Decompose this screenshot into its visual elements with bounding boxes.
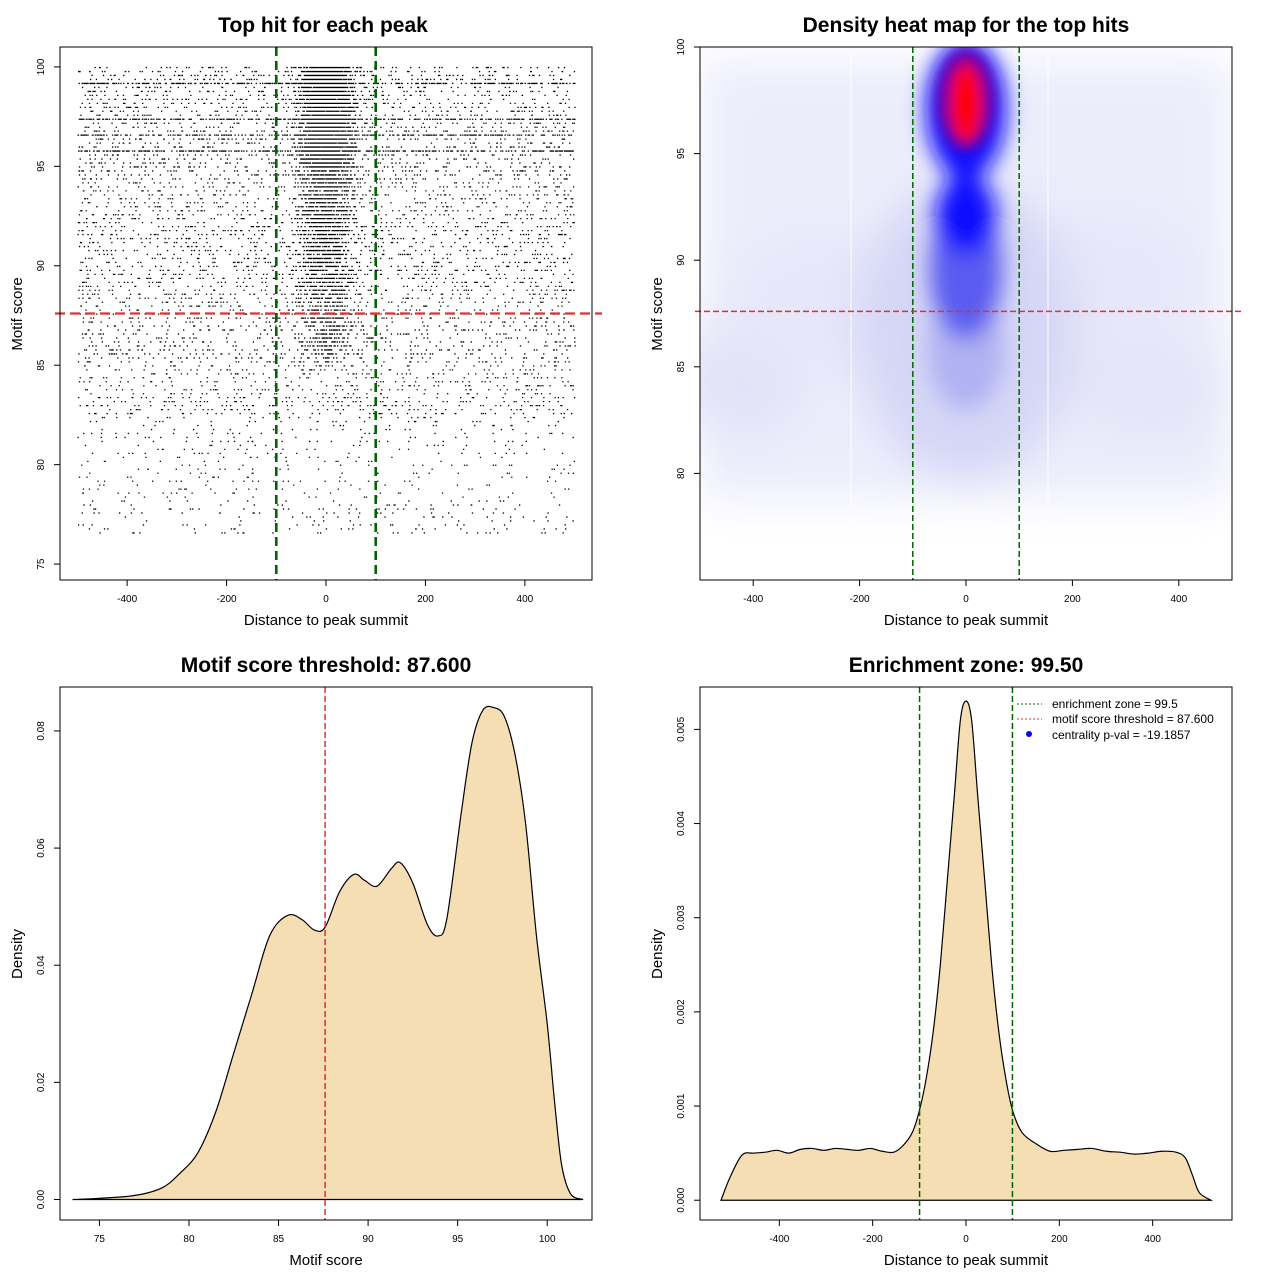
y-tick-label: 0.02 xyxy=(36,1072,47,1092)
panel4-reference-lines xyxy=(918,687,1014,1220)
panel3-ylabel: Density xyxy=(9,928,26,979)
x-tick-label: 95 xyxy=(452,1234,464,1245)
x-tick-label: 400 xyxy=(1144,1234,1161,1245)
y-tick-label: 0.004 xyxy=(676,811,687,836)
panel2-reference-lines xyxy=(695,47,1242,580)
y-tick-label: 85 xyxy=(676,361,687,373)
x-tick-label: 200 xyxy=(417,594,434,605)
scatter-point-cloud xyxy=(77,66,576,534)
panel2-axes: -400 -200 0 200 400 80 85 90 95 100 xyxy=(676,38,1188,605)
panel3-xlabel: Motif score xyxy=(289,1252,362,1269)
panel1-axes: -400 -200 0 200 400 75 80 85 90 95 100 xyxy=(36,58,534,605)
x-tick-label: -200 xyxy=(863,1234,883,1245)
panel1-ylabel: Motif score xyxy=(9,277,26,350)
panel1-xlabel: Distance to peak summit xyxy=(244,612,409,629)
panel-score-density: Motif score threshold: 87.600 75 80 85 90 95… xyxy=(9,654,593,1269)
scatter-points xyxy=(77,66,576,534)
x-tick-label: 200 xyxy=(1064,594,1081,605)
y-tick-label: 75 xyxy=(36,558,47,570)
y-tick-label: 0.08 xyxy=(36,721,47,741)
panel4-xlabel: Distance to peak summit xyxy=(884,1252,1049,1269)
x-tick-label: 100 xyxy=(539,1234,556,1245)
x-tick-label: 90 xyxy=(363,1234,375,1245)
panel-distance-density: Enrichment zone: 99.50 -400 -200 0 200 400 0.… xyxy=(649,654,1233,1269)
x-tick-label: 400 xyxy=(517,594,534,605)
y-tick-label: 0.04 xyxy=(36,955,47,975)
panel3-axes: 75 80 85 90 95 100 0.00 0.02 0.04 0.06 0.08 xyxy=(36,721,556,1245)
x-tick-label: 80 xyxy=(183,1234,195,1245)
panel4-ylabel: Density xyxy=(649,928,666,979)
x-tick-label: 85 xyxy=(273,1234,285,1245)
x-tick-label: -400 xyxy=(117,594,137,605)
score-density-area xyxy=(72,705,584,1201)
y-tick-label: 0.000 xyxy=(676,1187,687,1212)
y-tick-label: 100 xyxy=(36,58,47,75)
panel2-title: Density heat map for the top hits xyxy=(803,14,1130,37)
y-tick-label: 0.003 xyxy=(676,905,687,930)
panel4-axes: -400 -200 0 200 400 0.000 0.001 0.002 0.003 0.004… xyxy=(676,716,1161,1245)
y-tick-label: 90 xyxy=(676,254,687,266)
legend-pval-label: centrality p-val = -19.1857 xyxy=(1052,728,1191,742)
x-tick-label: -200 xyxy=(217,594,237,605)
panel-heatmap: Density heat map for the top hits xyxy=(649,14,1242,629)
panel2-ylabel: Motif score xyxy=(649,277,666,350)
panel1-reference-lines xyxy=(55,47,602,580)
x-tick-label: 400 xyxy=(1170,594,1187,605)
x-tick-label: 75 xyxy=(94,1234,106,1245)
y-tick-label: 80 xyxy=(36,459,47,471)
heatmap-surface xyxy=(700,47,1232,580)
heatmap-hotspot xyxy=(938,50,994,150)
distance-density-area xyxy=(720,700,1214,1201)
panel1-title: Top hit for each peak xyxy=(218,14,428,37)
panel4-title: Enrichment zone: 99.50 xyxy=(849,654,1084,677)
y-tick-label: 0.005 xyxy=(676,716,687,741)
legend-threshold-label: motif score threshold = 87.600 xyxy=(1052,712,1214,726)
y-tick-label: 90 xyxy=(36,260,47,272)
y-tick-label: 100 xyxy=(676,38,687,55)
legend: enrichment zone = 99.5 motif score thres… xyxy=(1017,697,1214,742)
y-tick-label: 0.001 xyxy=(676,1093,687,1118)
y-tick-label: 80 xyxy=(676,467,687,479)
x-tick-label: -200 xyxy=(850,594,870,605)
legend-pval-point xyxy=(1026,731,1032,737)
panel3-title: Motif score threshold: 87.600 xyxy=(181,654,472,677)
x-tick-label: 0 xyxy=(323,594,329,605)
y-tick-label: 85 xyxy=(36,359,47,371)
x-tick-label: 0 xyxy=(963,594,969,605)
y-tick-label: 95 xyxy=(36,160,47,172)
x-tick-label: 0 xyxy=(963,1234,969,1245)
panel-scatter: Top hit for each peak -400 -200 0 200 400 75 8… xyxy=(9,14,602,629)
legend-enrichment-label: enrichment zone = 99.5 xyxy=(1052,697,1178,711)
y-tick-label: 0.06 xyxy=(36,838,47,858)
y-tick-label: 0.002 xyxy=(676,999,687,1024)
y-tick-label: 95 xyxy=(676,148,687,160)
panel2-xlabel: Distance to peak summit xyxy=(884,612,1049,629)
y-tick-label: 0.00 xyxy=(36,1189,47,1209)
x-tick-label: -400 xyxy=(769,1234,789,1245)
x-tick-label: 200 xyxy=(1051,1234,1068,1245)
x-tick-label: -400 xyxy=(743,594,763,605)
